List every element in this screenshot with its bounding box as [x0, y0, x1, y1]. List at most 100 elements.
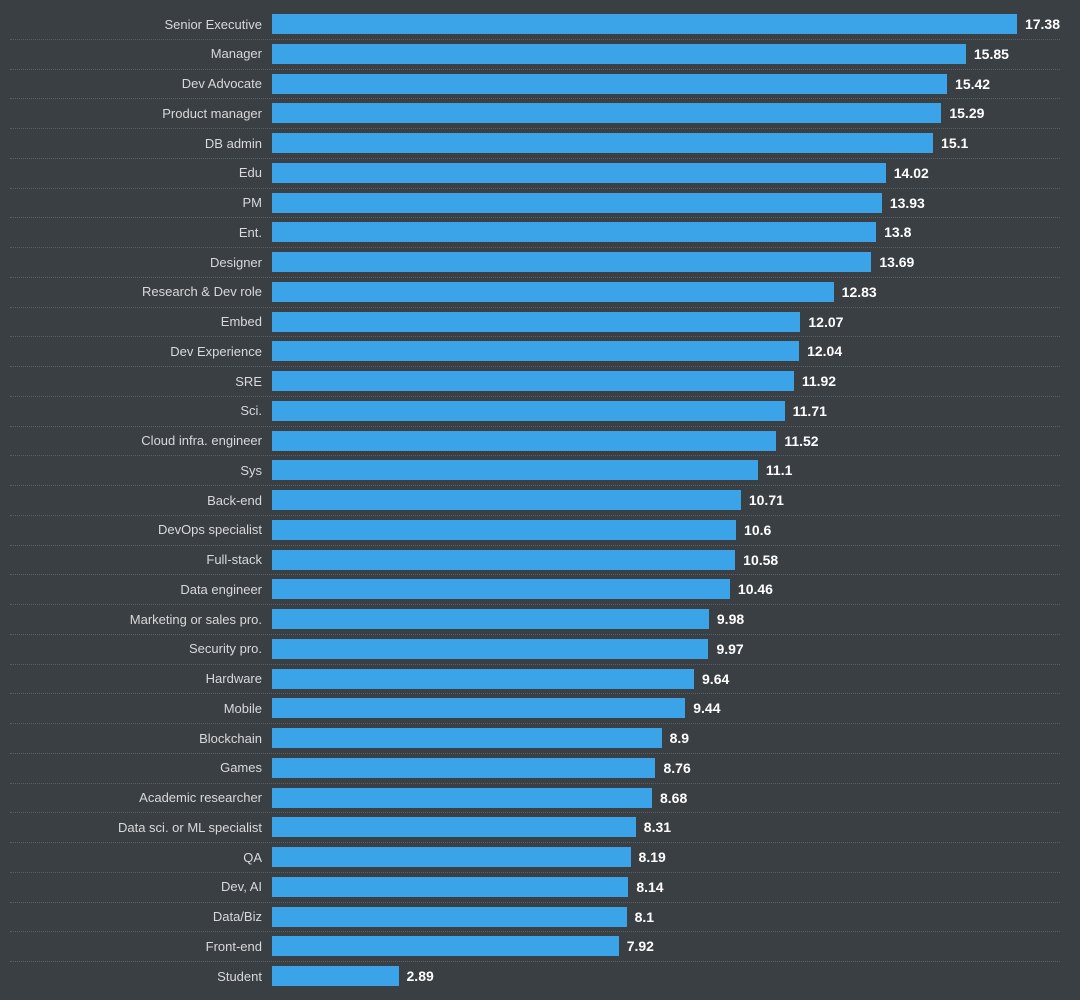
bar-value: 12.83 [834, 284, 877, 300]
bar-row: Data engineer10.46 [10, 575, 1060, 603]
bar-area: 10.6 [272, 516, 1060, 544]
bar-row: Dev, AI8.14 [10, 873, 1060, 901]
bar-row: Edu 14.02 [10, 159, 1060, 187]
bar-row: Full-stack 10.58 [10, 546, 1060, 574]
bar [272, 74, 947, 94]
category-label: Games [10, 760, 272, 775]
bar-value: 9.98 [709, 611, 744, 627]
category-label: Sci. [10, 403, 272, 418]
bar-area: 8.9 [272, 724, 1060, 752]
bar-value: 8.19 [631, 849, 666, 865]
category-label: Back-end [10, 493, 272, 508]
bar-row: QA 8.19 [10, 843, 1060, 871]
bar [272, 788, 652, 808]
bar-value: 15.29 [941, 105, 984, 121]
bar [272, 520, 736, 540]
bar [272, 847, 631, 867]
category-label: Mobile [10, 701, 272, 716]
category-label: Manager [10, 46, 272, 61]
horizontal-bar-chart: Senior Executive17.38 Manager 15.85 Dev Adv… [0, 0, 1080, 1000]
bar-area: 11.52 [272, 427, 1060, 455]
category-label: DB admin [10, 136, 272, 151]
bar-row: Marketing or sales pro. 9.98 [10, 605, 1060, 633]
bar-value: 13.69 [871, 254, 914, 270]
bar [272, 966, 399, 986]
bar-area: 14.02 [272, 159, 1060, 187]
bar-area: 11.1 [272, 456, 1060, 484]
bar-value: 10.71 [741, 492, 784, 508]
bar [272, 282, 834, 302]
bar-area: 7.92 [272, 932, 1060, 960]
bar-row: Hardware9.64 [10, 665, 1060, 693]
category-label: Cloud infra. engineer [10, 433, 272, 448]
category-label: Marketing or sales pro. [10, 612, 272, 627]
category-label: Ent. [10, 225, 272, 240]
bar-value: 12.04 [799, 343, 842, 359]
bar [272, 490, 741, 510]
bar-value: 11.52 [776, 433, 818, 449]
bar-value: 15.1 [933, 135, 968, 151]
bar-row: Back-end 10.71 [10, 486, 1060, 514]
bar-area: 17.38 [272, 10, 1060, 38]
bar-value: 12.07 [800, 314, 843, 330]
bar-value: 8.9 [662, 730, 689, 746]
bar [272, 669, 694, 689]
bar-value: 7.92 [619, 938, 654, 954]
bar-value: 17.38 [1017, 16, 1060, 32]
bar-value: 10.46 [730, 581, 773, 597]
bar [272, 44, 966, 64]
bar-row: Security pro.9.97 [10, 635, 1060, 663]
bar [272, 907, 627, 927]
bar-value: 15.85 [966, 46, 1009, 62]
bar-value: 11.92 [794, 373, 836, 389]
bar-area: 10.58 [272, 546, 1060, 574]
bar [272, 312, 800, 332]
category-label: Edu [10, 165, 272, 180]
bar-area: 11.71 [272, 397, 1060, 425]
category-label: Full-stack [10, 552, 272, 567]
category-label: Hardware [10, 671, 272, 686]
bar-area: 13.69 [272, 248, 1060, 276]
bar-row: Manager 15.85 [10, 40, 1060, 68]
bar-value: 8.76 [655, 760, 690, 776]
bar-row: Blockchain 8.9 [10, 724, 1060, 752]
bar [272, 341, 799, 361]
bar-area: 8.1 [272, 903, 1060, 931]
category-label: QA [10, 850, 272, 865]
category-label: DevOps specialist [10, 522, 272, 537]
bar-area: 8.19 [272, 843, 1060, 871]
category-label: Security pro. [10, 641, 272, 656]
bar [272, 193, 882, 213]
bar-value: 13.8 [876, 224, 911, 240]
category-label: Designer [10, 255, 272, 270]
bar-row: Senior Executive17.38 [10, 10, 1060, 38]
category-label: Dev Experience [10, 344, 272, 359]
bar-value: 9.44 [685, 700, 720, 716]
bar-row: Front-end7.92 [10, 932, 1060, 960]
bar-area: 10.46 [272, 575, 1060, 603]
bar-value: 14.02 [886, 165, 929, 181]
bar-row: Dev Advocate15.42 [10, 70, 1060, 98]
bar-row: DB admin 15.1 [10, 129, 1060, 157]
bar-value: 10.58 [735, 552, 778, 568]
bar-value: 8.1 [627, 909, 654, 925]
bar-area: 11.92 [272, 367, 1060, 395]
bar [272, 252, 871, 272]
category-label: Sys [10, 463, 272, 478]
category-label: Blockchain [10, 731, 272, 746]
category-label: SRE [10, 374, 272, 389]
bar [272, 936, 619, 956]
bar-row: Research & Dev role12.83 [10, 278, 1060, 306]
bar-area: 9.44 [272, 694, 1060, 722]
bar-row: SRE 11.92 [10, 367, 1060, 395]
bar-value: 11.71 [785, 403, 827, 419]
category-label: Embed [10, 314, 272, 329]
bar [272, 579, 730, 599]
bar-row: Data sci. or ML specialist8.31 [10, 813, 1060, 841]
bar-row: Designer 13.69 [10, 248, 1060, 276]
bar-area: 10.71 [272, 486, 1060, 514]
bar [272, 133, 933, 153]
bar-row: Data/Biz8.1 [10, 903, 1060, 931]
bar-value: 8.68 [652, 790, 687, 806]
bar-area: 8.31 [272, 813, 1060, 841]
